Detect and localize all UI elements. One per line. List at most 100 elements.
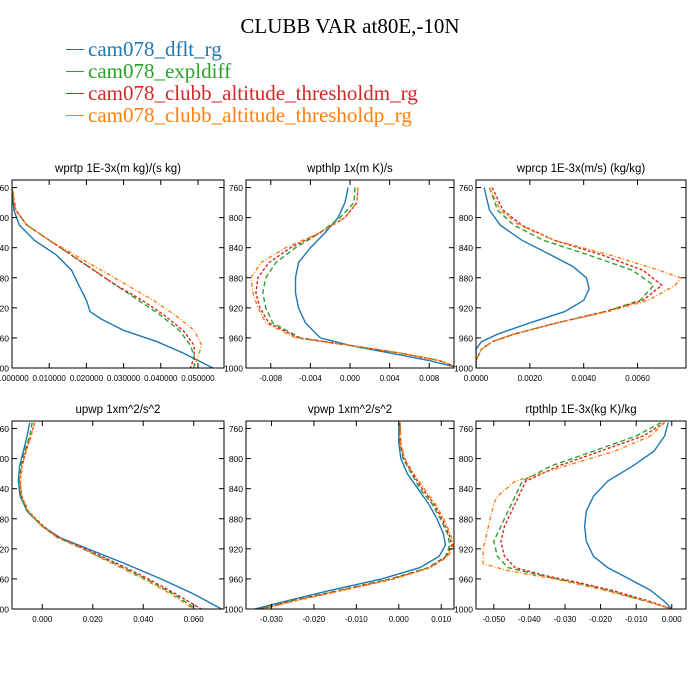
series-line-3 [260,422,453,609]
x-tick-label: 0.020 [83,615,104,624]
series-line-1 [254,422,447,609]
legend-swatch-thresholdm [66,92,84,94]
x-tick-label: 0.010 [431,615,452,624]
y-tick-label: 1000 [224,605,243,615]
x-tick-label: 0.0040 [571,374,596,383]
panel-frame [245,420,455,610]
x-tick-label: 0.010000 [33,374,67,383]
x-tick-label: -0.030 [554,615,577,624]
panel-2: wpthlp 1x(m K)/s 760 800 840 880 920 960 1000 -0… [224,163,455,383]
y-tick-label: 960 [459,333,473,343]
panel-title: rtpthlp 1E-3x(kg K)/kg [525,404,636,416]
series-line-1 [12,187,214,368]
x-tick-label: 0.0060 [625,374,650,383]
panel-1: wprtp 1E-3x(m kg)/(s kg) 760 800 840 880 920 9… [0,163,225,383]
panel-4: upwp 1xm^2/s^2 760 800 840 880 920 960 1000 0.00… [0,404,225,624]
panel-frame [11,179,225,369]
y-tick-label: 880 [229,514,243,524]
series-line-2 [18,422,197,609]
series-line-4 [19,422,195,609]
panel-title: vpwp 1xm^2/s^2 [308,404,392,416]
panel-title: wprtp 1E-3x(m kg)/(s kg) [54,163,181,175]
y-tick-label: 800 [229,454,243,464]
y-tick-label: 800 [459,454,473,464]
y-tick-label: 760 [229,183,243,193]
y-tick-label: 920 [459,544,473,554]
series-line-3 [255,187,454,367]
legend-label-expldiff: cam078_expldiff [88,59,232,83]
y-tick-label: 840 [229,484,243,494]
x-tick-label: 0.060 [184,615,205,624]
x-tick-label: 0.050000 [181,374,215,383]
panel-3: wprcp 1E-3x(m/s) (kg/kg) 760 800 840 880 920 9… [454,163,687,383]
y-tick-label: 880 [459,273,473,283]
panel-5: vpwp 1xm^2/s^2 760 800 840 880 920 960 1000 -0.0… [224,404,455,624]
series-line-2 [476,187,655,368]
y-tick-label: 1000 [0,605,9,615]
x-tick-label: -0.040 [518,615,541,624]
y-tick-label: 840 [0,484,9,494]
y-tick-label: 760 [229,424,243,434]
x-tick-label: 0.008 [419,374,440,383]
x-tick-label: 0.0020 [518,374,543,383]
y-tick-label: 960 [0,574,9,584]
x-tick-label: 0.040000 [144,374,178,383]
x-tick-label: 0.000 [389,615,410,624]
y-tick-label: 880 [0,273,9,283]
x-tick-label: 0.000000 [0,374,29,383]
y-tick-label: 880 [0,514,9,524]
y-tick-label: 880 [229,273,243,283]
y-tick-label: 760 [0,183,9,193]
series-line-4 [482,421,673,609]
series-line-4 [250,187,454,367]
y-tick-label: 840 [459,243,473,253]
y-tick-label: 920 [0,303,9,313]
y-tick-label: 960 [229,333,243,343]
y-tick-label: 920 [229,303,243,313]
panel-title: upwp 1xm^2/s^2 [76,404,161,416]
legend-label-thresholdm: cam078_clubb_altitude_thresholdm_rg [88,81,418,105]
panel-frame [475,420,687,610]
series-line-1 [476,187,590,368]
y-tick-label: 800 [459,213,473,223]
x-tick-label: 0.040 [133,615,154,624]
x-tick-label: 0.004 [380,374,401,383]
y-tick-label: 840 [229,243,243,253]
series-line-4 [476,187,682,368]
legend-item-expldiff: cam078_expldiff [66,60,418,82]
legend-label-thresholdp: cam078_clubb_altitude_thresholdp_rg [88,103,412,127]
y-tick-label: 920 [459,303,473,313]
x-tick-label: -0.010 [625,615,648,624]
x-tick-label: 0.030000 [107,374,141,383]
y-tick-label: 1000 [454,605,473,615]
x-tick-label: 0.0000 [464,374,489,383]
series-line-3 [476,187,663,368]
series-line-2 [262,187,454,367]
panel-frame [475,179,687,369]
x-tick-label: -0.008 [259,374,282,383]
legend-item-thresholdp: cam078_clubb_altitude_thresholdp_rg [66,104,418,126]
y-tick-label: 760 [0,424,9,434]
panel-frame [245,179,455,369]
y-tick-label: 960 [0,333,9,343]
panel-title: wprcp 1E-3x(m/s) (kg/kg) [516,163,646,175]
x-tick-label: -0.004 [299,374,322,383]
y-tick-label: 920 [229,544,243,554]
y-tick-label: 960 [459,574,473,584]
legend: cam078_dflt_rg cam078_expldiff cam078_cl… [66,38,418,126]
y-tick-label: 800 [229,213,243,223]
x-tick-label: -0.010 [345,615,368,624]
legend-swatch-thresholdp [66,114,84,116]
y-tick-label: 840 [0,243,9,253]
series-line-4 [262,422,454,609]
x-tick-label: -0.030 [260,615,283,624]
series-line-3 [19,422,202,609]
legend-item-thresholdm: cam078_clubb_altitude_thresholdm_rg [66,82,418,104]
series-line-2 [258,422,451,609]
y-tick-label: 800 [0,213,9,223]
y-tick-label: 800 [0,454,9,464]
y-tick-label: 880 [459,514,473,524]
x-tick-label: -0.020 [303,615,326,624]
series-line-1 [583,422,673,609]
